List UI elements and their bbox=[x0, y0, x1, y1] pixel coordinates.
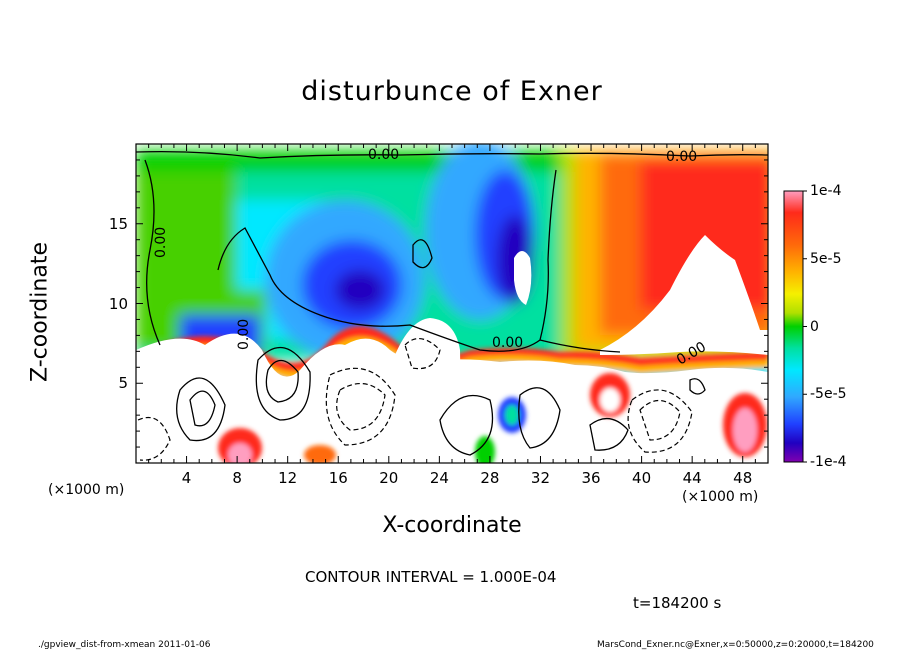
colorbar bbox=[783, 190, 804, 463]
x-tick-label: 44 bbox=[682, 469, 702, 487]
y-tick-label: 5 bbox=[118, 374, 128, 393]
footer-source-label: MarsCond_Exner.nc@Exner,x=0:50000,z=0:20… bbox=[597, 640, 874, 650]
x-tick-label: 20 bbox=[379, 469, 399, 487]
contour-label: 0.00 bbox=[492, 335, 523, 351]
x-units-label-left: (×1000 m) bbox=[48, 482, 125, 498]
x-tick-label: 48 bbox=[733, 469, 753, 487]
x-tick-label: 28 bbox=[480, 469, 500, 487]
contour-label: 0.00 bbox=[666, 149, 697, 165]
x-tick-label: 16 bbox=[328, 469, 348, 487]
footer-script-label: ./gpview_dist-from-xmean 2011-01-06 bbox=[38, 640, 211, 650]
time-label: t=184200 s bbox=[633, 594, 722, 612]
heatmap-field bbox=[136, 144, 768, 463]
contour-label: 0.00 bbox=[236, 319, 252, 350]
y-tick-label: 10 bbox=[108, 294, 128, 313]
x-tick-label: 24 bbox=[429, 469, 449, 487]
contour-label: 0.00 bbox=[153, 227, 169, 258]
x-tick-label: 12 bbox=[278, 469, 298, 487]
contour-interval-label: CONTOUR INTERVAL = 1.000E-04 bbox=[305, 568, 557, 586]
x-tick-label: 4 bbox=[181, 469, 192, 487]
colorbar-tick-label: 1e-4 bbox=[810, 183, 842, 199]
colorbar-tick-label: -5e-5 bbox=[810, 386, 847, 403]
colorbar-tick-label: 5e-5 bbox=[810, 250, 842, 267]
y-tick-marks bbox=[136, 159, 768, 448]
colorbar-tick-label: -1e-4 bbox=[810, 454, 847, 470]
y-tick-label: 15 bbox=[108, 214, 128, 233]
x-tick-label: 8 bbox=[232, 469, 242, 487]
x-units-label-right: (×1000 m) bbox=[682, 489, 759, 505]
x-axis-label: X-coordinate bbox=[382, 513, 522, 538]
x-tick-label: 32 bbox=[530, 469, 551, 487]
y-axis-label: Z-coordinate bbox=[27, 242, 53, 382]
colorbar-tick-marks bbox=[803, 190, 807, 463]
colorbar-tick-label: 0 bbox=[810, 318, 819, 335]
x-tick-label: 40 bbox=[632, 469, 652, 487]
contour-label: 0.00 bbox=[368, 147, 399, 163]
x-tick-marks bbox=[148, 144, 756, 463]
contour-label-group: 0.00 0.00 0.00 0.00 0.00 0.00 bbox=[153, 147, 709, 368]
chart-title: disturbunce of Exner bbox=[301, 76, 603, 107]
x-tick-label: 36 bbox=[581, 469, 601, 487]
